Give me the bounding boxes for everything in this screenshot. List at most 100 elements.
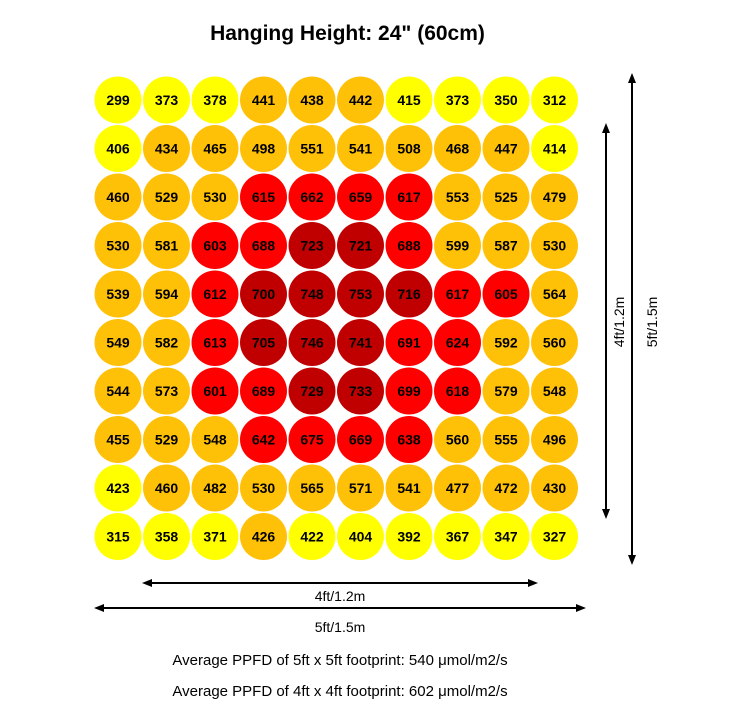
heatmap-value-label: 539 [106,286,130,302]
heatmap-value-label: 582 [155,335,179,351]
heatmap-value-label: 688 [397,238,421,254]
heatmap-value-label: 468 [446,141,470,157]
heatmap-cell-r4-c3 [191,222,239,269]
heatmap-cell-r6-c10 [531,319,578,366]
heatmap-cell-r5-c8 [434,270,481,318]
heatmap-value-label: 560 [446,432,470,448]
heatmap-cell-r1-c7 [385,76,433,124]
heatmap-cell-r7-c9 [482,367,530,415]
heatmap-cell-r2-c4 [240,125,287,172]
heatmap-value-label: 753 [349,286,373,302]
heatmap-cell-r3-c5 [288,173,336,221]
heatmap-value-label: 733 [349,383,373,399]
heatmap-cell-r1-c4 [240,76,287,124]
heatmap-cell-r3-c7 [385,173,433,221]
heatmap-value-label: 544 [106,383,130,399]
heatmap-cell-r10-c5 [288,513,336,560]
heatmap-cell-r4-c7 [385,222,433,269]
heatmap-value-label: 571 [349,480,373,496]
heatmap-cell-r4-c6 [337,222,384,269]
heatmap-value-label: 312 [543,92,567,108]
heatmap-cell-r5-c1 [94,270,142,318]
heatmap-cell-r9-c4 [240,464,287,512]
heatmap-cell-r2-c9 [482,125,530,172]
heatmap-cell-r5-c2 [143,270,190,318]
heatmap-value-label: 525 [494,189,518,205]
heatmap-cell-r9-c2 [143,464,190,512]
heatmap-cell-r9-c1 [94,464,142,512]
average-ppfd-4ft-note: Average PPFD of 4ft x 4ft footprint: 602… [172,683,508,700]
heatmap-cell-r3-c3 [191,173,239,221]
heatmap-cell-r10-c10 [531,513,578,560]
heatmap-value-label: 541 [349,141,373,157]
heatmap-value-label: 723 [300,238,324,254]
heatmap-value-label: 659 [349,189,373,205]
heatmap-value-label: 465 [203,141,227,157]
heatmap-cell-r6-c1 [94,319,142,366]
heatmap-value-label: 642 [252,432,276,448]
heatmap-cell-r5-c3 [191,270,239,318]
heatmap-cell-r1-c1 [94,76,142,124]
outer-height-label: 5ft/1.5m [644,297,660,348]
heatmap-value-label: 392 [397,529,421,545]
heatmap-cell-r4-c9 [482,222,530,269]
heatmap-value-label: 498 [252,141,276,157]
heatmap-cell-r1-c3 [191,76,239,124]
heatmap-cell-r8-c2 [143,416,190,463]
heatmap-cell-r2-c5 [288,125,336,172]
heatmap-value-label: 579 [494,383,518,399]
heatmap-cells: 299 373 378 441 438 442 415 373 350 312 406 434 465 4… [94,76,578,560]
heatmap-value-label: 530 [543,238,567,254]
heatmap-value-label: 618 [446,383,470,399]
heatmap-cell-r8-c8 [434,416,481,463]
heatmap-cell-r5-c5 [288,270,336,318]
chart-title: Hanging Height: 24" (60cm) [210,22,485,45]
heatmap-value-label: 560 [543,335,567,351]
outer-width-label: 5ft/1.5m [315,619,366,635]
heatmap-cell-r6-c9 [482,319,530,366]
heatmap-cell-r6-c5 [288,319,336,366]
heatmap-value-label: 406 [106,141,130,157]
heatmap-cell-r10-c8 [434,513,481,560]
heatmap-value-label: 315 [106,529,130,545]
heatmap-cell-r5-c10 [531,270,578,318]
heatmap-cell-r3-c9 [482,173,530,221]
heatmap-value-label: 299 [106,92,130,108]
heatmap-value-label: 691 [397,335,421,351]
heatmap-cell-r9-c9 [482,464,530,512]
heatmap-value-label: 541 [397,480,421,496]
heatmap-value-label: 551 [300,141,324,157]
heatmap-cell-r4-c2 [143,222,190,269]
heatmap-value-label: 613 [203,335,227,351]
heatmap-value-label: 414 [543,141,567,157]
heatmap-value-label: 675 [300,432,324,448]
heatmap-cell-r6-c4 [240,319,287,366]
heatmap-cell-r10-c9 [482,513,530,560]
heatmap-value-label: 530 [252,480,276,496]
heatmap-cell-r7-c10 [531,367,578,415]
heatmap-cell-r8-c3 [191,416,239,463]
heatmap-cell-r6-c6 [337,319,384,366]
heatmap-value-label: 669 [349,432,373,448]
heatmap-cell-r10-c4 [240,513,287,560]
heatmap-cell-r1-c2 [143,76,190,124]
heatmap-cell-r7-c7 [385,367,433,415]
heatmap-value-label: 441 [252,92,276,108]
heatmap-value-label: 581 [155,238,179,254]
heatmap-value-label: 479 [543,189,567,205]
heatmap-value-label: 548 [203,432,227,448]
heatmap-cell-r6-c2 [143,319,190,366]
heatmap-cell-r2-c7 [385,125,433,172]
heatmap-cell-r7-c6 [337,367,384,415]
heatmap-cell-r9-c3 [191,464,239,512]
heatmap-value-label: 700 [252,286,276,302]
heatmap-value-label: 553 [446,189,470,205]
heatmap-value-label: 741 [349,335,373,351]
heatmap-value-label: 599 [446,238,470,254]
heatmap-cell-r8-c1 [94,416,142,463]
heatmap-cell-r9-c5 [288,464,336,512]
heatmap-value-label: 378 [203,92,227,108]
heatmap-cell-r5-c4 [240,270,287,318]
heatmap-value-label: 404 [349,529,373,545]
heatmap-value-label: 573 [155,383,179,399]
